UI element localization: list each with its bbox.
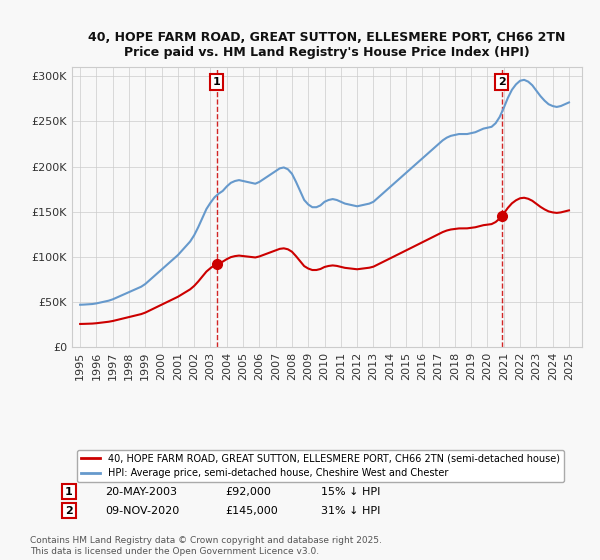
Legend: 40, HOPE FARM ROAD, GREAT SUTTON, ELLESMERE PORT, CH66 2TN (semi-detached house): 40, HOPE FARM ROAD, GREAT SUTTON, ELLESM… (77, 450, 564, 482)
Text: 2: 2 (65, 506, 73, 516)
Text: 20-MAY-2003: 20-MAY-2003 (105, 487, 177, 497)
Text: £92,000: £92,000 (225, 487, 271, 497)
Title: 40, HOPE FARM ROAD, GREAT SUTTON, ELLESMERE PORT, CH66 2TN
Price paid vs. HM Lan: 40, HOPE FARM ROAD, GREAT SUTTON, ELLESM… (88, 31, 566, 59)
Text: 31% ↓ HPI: 31% ↓ HPI (321, 506, 380, 516)
Text: Contains HM Land Registry data © Crown copyright and database right 2025.
This d: Contains HM Land Registry data © Crown c… (30, 536, 382, 556)
Text: 1: 1 (213, 77, 221, 87)
Text: 15% ↓ HPI: 15% ↓ HPI (321, 487, 380, 497)
Text: 2: 2 (497, 77, 505, 87)
Text: 1: 1 (65, 487, 73, 497)
Text: 09-NOV-2020: 09-NOV-2020 (105, 506, 179, 516)
Text: £145,000: £145,000 (225, 506, 278, 516)
